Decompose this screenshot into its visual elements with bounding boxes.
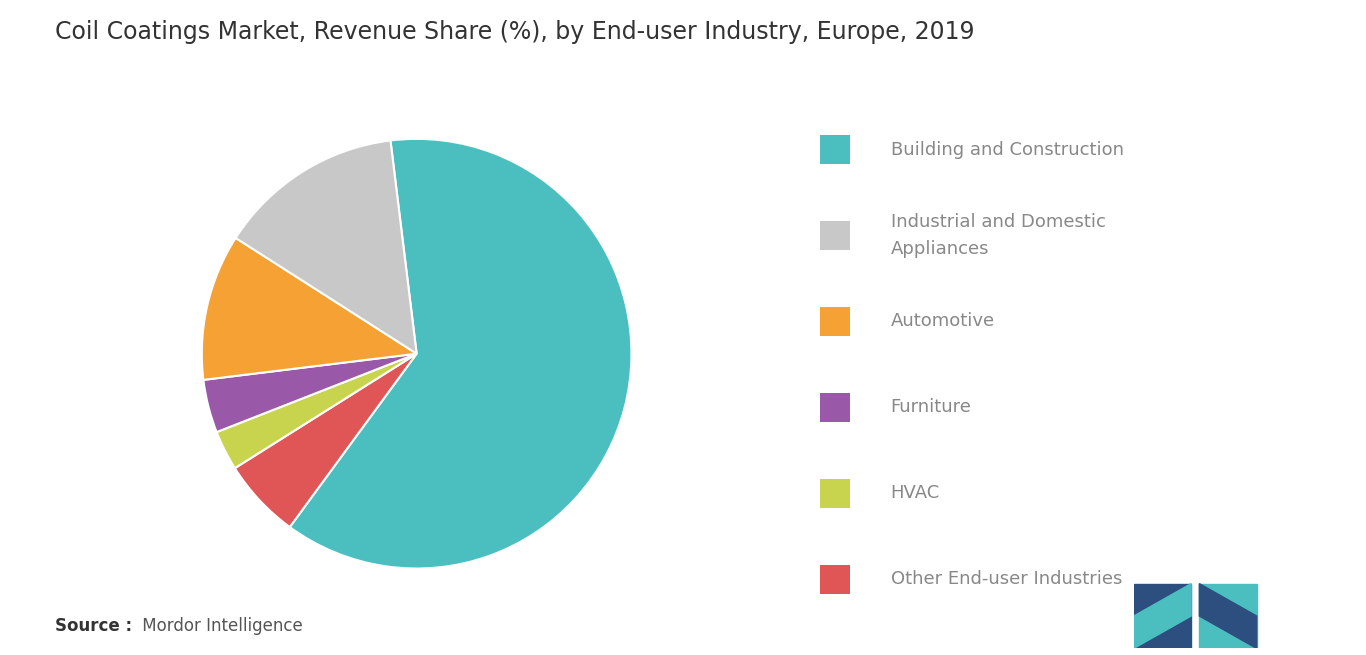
Polygon shape [1199, 584, 1257, 648]
FancyBboxPatch shape [820, 392, 850, 422]
Text: Coil Coatings Market, Revenue Share (%), by End-user Industry, Europe, 2019: Coil Coatings Market, Revenue Share (%),… [55, 20, 974, 44]
Wedge shape [202, 238, 417, 380]
Polygon shape [1134, 584, 1191, 648]
Text: Building and Construction: Building and Construction [891, 141, 1124, 159]
Text: Industrial and Domestic: Industrial and Domestic [891, 213, 1105, 231]
FancyBboxPatch shape [820, 479, 850, 508]
Wedge shape [236, 140, 417, 354]
Wedge shape [290, 139, 631, 569]
Text: Automotive: Automotive [891, 312, 994, 331]
FancyBboxPatch shape [820, 221, 850, 250]
Wedge shape [204, 354, 417, 432]
Text: Mordor Intelligence: Mordor Intelligence [137, 618, 302, 635]
FancyBboxPatch shape [820, 307, 850, 336]
Text: Furniture: Furniture [891, 398, 971, 417]
Wedge shape [217, 354, 417, 468]
Wedge shape [235, 354, 417, 527]
Polygon shape [1134, 584, 1191, 648]
FancyBboxPatch shape [820, 565, 850, 594]
FancyBboxPatch shape [820, 135, 850, 164]
Text: Source :: Source : [55, 618, 131, 635]
Polygon shape [1199, 584, 1257, 648]
Text: Other End-user Industries: Other End-user Industries [891, 571, 1121, 588]
Text: HVAC: HVAC [891, 484, 940, 502]
Text: Appliances: Appliances [891, 240, 989, 258]
